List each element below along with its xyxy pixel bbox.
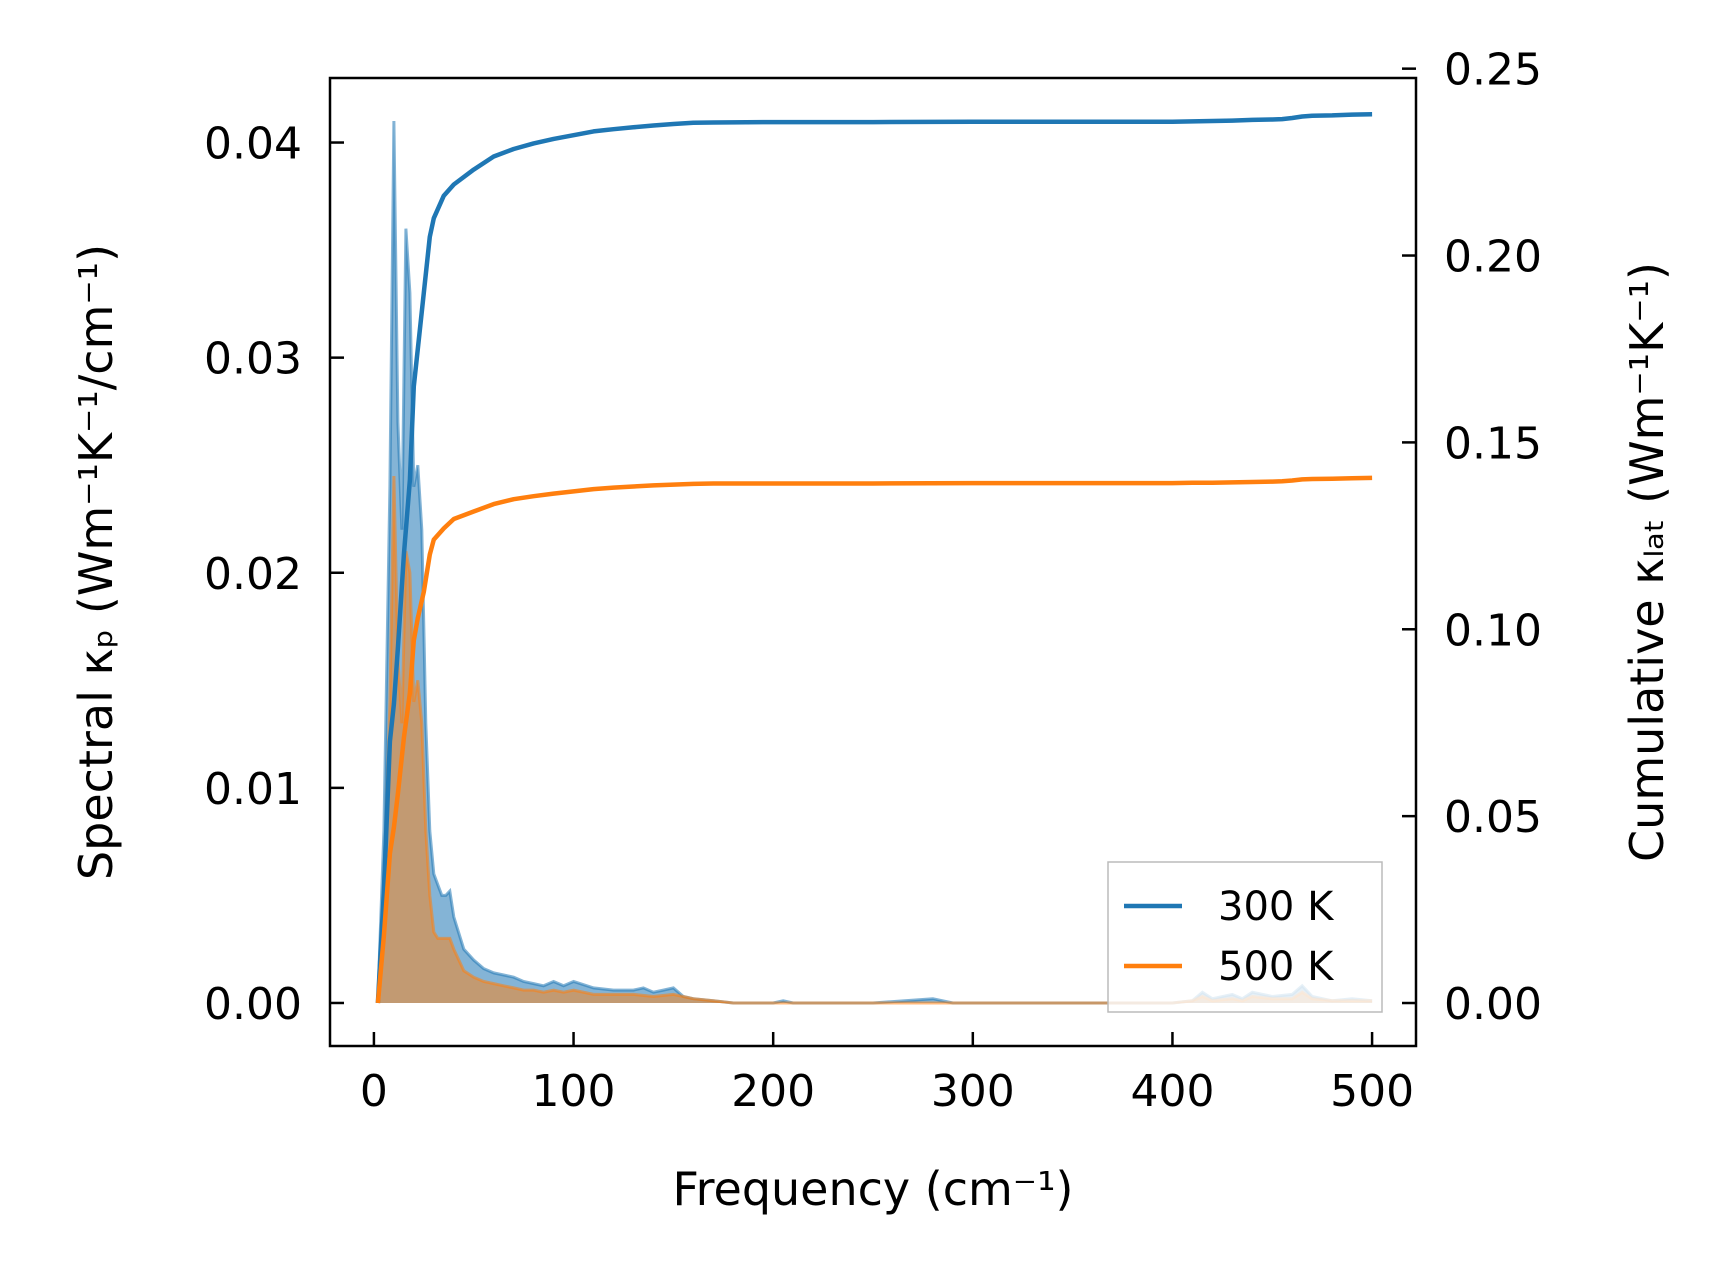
plot-frame — [328, 76, 1418, 1048]
left-y-axis-ticks: 0.00 0.01 0.02 0.03 0.04 — [204, 119, 344, 1030]
x-tick-label: 100 — [532, 1066, 616, 1117]
x-tick-label: 200 — [731, 1066, 815, 1117]
legend-label-300k: 300 K — [1218, 884, 1335, 930]
right-y-tick-label: 0.00 — [1444, 979, 1542, 1030]
legend: 300 K 500 K — [1107, 861, 1383, 1013]
left-y-tick-label: 0.02 — [204, 549, 302, 600]
plot-border — [328, 76, 1418, 1048]
cumulative-line-300k — [375, 112, 1373, 1004]
right-y-axis-ticks: 0.00 0.05 0.10 0.15 0.20 0.25 — [1402, 45, 1542, 1030]
right-y-tick-label: 0.05 — [1444, 792, 1542, 843]
left-y-tick-label: 0.03 — [204, 334, 302, 385]
cumulative-line-500k — [375, 475, 1373, 1004]
x-axis-title: Frequency (cm⁻¹) — [673, 1162, 1074, 1216]
legend-label-500k: 500 K — [1218, 944, 1335, 990]
x-tick-label: 500 — [1330, 1066, 1414, 1117]
x-tick-label: 0 — [360, 1066, 388, 1117]
legend-box — [1107, 861, 1383, 1013]
left-y-tick-label: 0.00 — [204, 979, 302, 1030]
left-y-axis-title: Spectral κₚ (Wm⁻¹K⁻¹/cm⁻¹) — [69, 244, 123, 880]
left-y-tick-label: 0.04 — [204, 119, 302, 170]
right-y-tick-label: 0.15 — [1444, 418, 1542, 469]
left-y-tick-label: 0.01 — [204, 764, 302, 815]
right-y-tick-label: 0.20 — [1444, 232, 1542, 283]
right-y-tick-label: 0.10 — [1444, 605, 1542, 656]
right-y-axis-title: Cumulative κₗₐₜ (Wm⁻¹K⁻¹) — [1620, 262, 1674, 862]
right-y-tick-label: 0.25 — [1444, 45, 1542, 96]
x-axis-ticks: 0 100 200 300 400 500 — [360, 1032, 1414, 1117]
x-tick-label: 300 — [931, 1066, 1015, 1117]
x-tick-label: 400 — [1130, 1066, 1214, 1117]
